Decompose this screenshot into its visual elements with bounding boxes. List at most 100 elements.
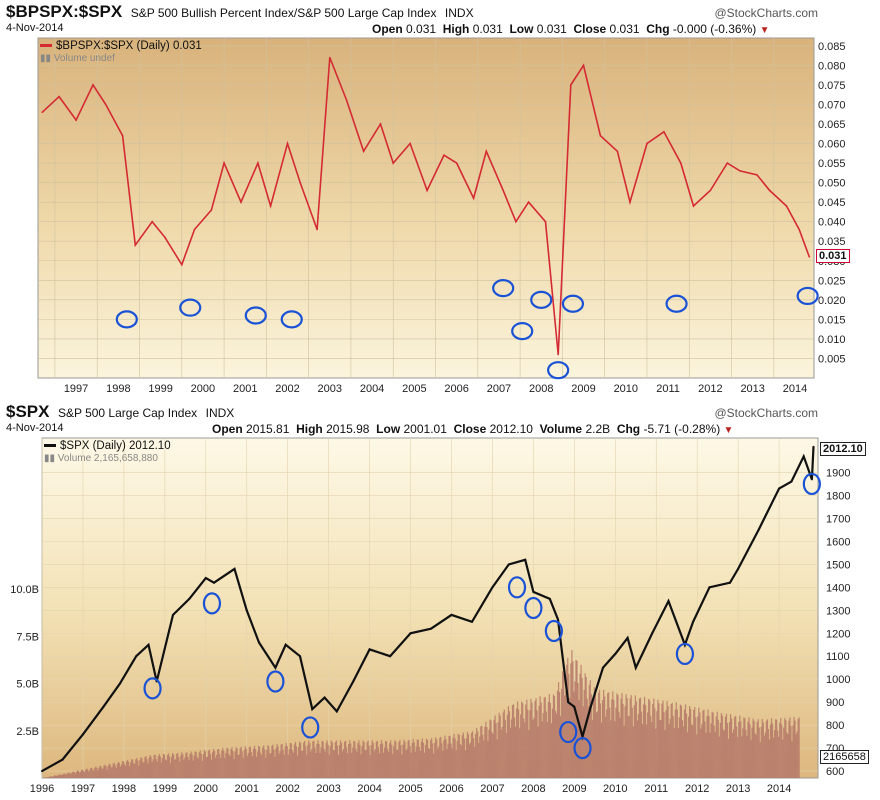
marked-point-circle	[202, 592, 222, 615]
top-y-tick-label: 0.005	[818, 353, 846, 365]
volume-bar	[111, 766, 113, 778]
volume-bar	[152, 759, 154, 778]
ratio-data-point	[629, 201, 631, 203]
volume-bar	[422, 742, 425, 778]
volume-bar	[208, 749, 211, 778]
volume-bar	[563, 673, 565, 778]
top-chart: 0.0050.0100.0150.0200.0250.0300.0350.040…	[37, 37, 846, 395]
volume-bar	[106, 769, 108, 778]
volume-bar	[381, 743, 384, 778]
volume-bar	[445, 739, 447, 778]
volume-bar	[59, 774, 61, 778]
bottom-x-tick-label: 2007	[480, 783, 504, 795]
volume-bar	[785, 720, 787, 778]
bottom-y-tick-label: 1200	[826, 628, 850, 640]
volume-bar	[733, 729, 735, 778]
spx-data-point	[812, 445, 815, 448]
volume-bar	[699, 712, 701, 778]
volume-bar	[243, 750, 245, 778]
volume-bar	[395, 741, 397, 778]
bottom-x-tick-label: 2013	[726, 783, 750, 795]
volume-bar	[62, 773, 64, 778]
volume-bar	[173, 754, 175, 778]
ratio-swatch	[40, 44, 52, 48]
volume-bar	[301, 750, 303, 778]
bottom-price-box: 2012.10	[820, 442, 866, 456]
volume-bar	[352, 747, 354, 778]
volume-bar	[644, 704, 647, 778]
volume-bar	[548, 694, 550, 778]
volume-bar	[271, 746, 273, 778]
volume-bar	[135, 759, 137, 778]
spx-data-point	[589, 705, 592, 708]
volume-bar	[311, 748, 313, 778]
volume-bar	[407, 740, 409, 778]
spx-data-point	[147, 643, 150, 646]
volume-bar	[612, 691, 614, 778]
volume-bar	[798, 717, 800, 778]
volume-bar	[793, 717, 795, 778]
volume-bar	[72, 771, 74, 778]
volume-bar	[439, 738, 441, 778]
top-legend: $BPSPX:$SPX (Daily) 0.031 ▮▮ Volume unde…	[40, 40, 202, 64]
top-x-tick-label: 2002	[275, 383, 299, 395]
volume-bar	[474, 746, 476, 778]
top-panel: $BPSPX:$SPX S&P 500 Bullish Percent Inde…	[6, 2, 850, 395]
volume-bar	[598, 689, 601, 778]
volume-bar	[526, 699, 528, 778]
volume-bar	[469, 742, 472, 778]
spx-data-point	[737, 567, 740, 570]
volume-bar	[227, 748, 229, 778]
volume-bar	[285, 742, 287, 778]
volume-bar	[754, 733, 756, 778]
volume-bar	[661, 703, 663, 778]
volume-bar	[225, 752, 227, 778]
top-x-tick-label: 1998	[106, 383, 130, 395]
volume-bar	[735, 715, 737, 778]
volume-bar	[305, 746, 307, 778]
marked-point-circle	[573, 737, 592, 760]
volume-bar	[539, 696, 541, 778]
volume-bar	[769, 724, 772, 778]
volume-bar	[662, 700, 664, 778]
bottom-x-tick-label: 2011	[644, 783, 668, 795]
volume-bar	[456, 740, 458, 778]
volume-bar	[604, 696, 606, 778]
volume-bar	[244, 746, 246, 778]
ratio-data-point	[299, 181, 301, 184]
bottom-x-tick-label: 1999	[153, 783, 177, 795]
volume-bar	[652, 703, 654, 778]
volume-bar	[567, 657, 569, 778]
volume-bar	[76, 770, 79, 778]
volume-bar	[326, 740, 328, 778]
volume-bar	[781, 724, 783, 778]
volume-bar	[49, 776, 51, 778]
volume-bar	[251, 756, 254, 778]
volume-bar	[279, 751, 281, 778]
marked-point-circle	[524, 596, 543, 620]
volume-bar	[545, 711, 547, 778]
volume-bar	[676, 709, 678, 778]
volume-bar	[154, 754, 156, 778]
volume-bar	[616, 693, 618, 778]
ratio-data-point	[515, 220, 517, 223]
volume-bar	[690, 708, 692, 778]
volume-bar	[218, 748, 220, 778]
volume-bar	[314, 747, 316, 778]
ratio-data-point	[104, 103, 107, 106]
volume-bar	[560, 715, 562, 778]
volume-bar	[450, 743, 452, 778]
volume-bar	[74, 773, 76, 778]
ratio-data-point	[193, 228, 196, 231]
ratio-data-point	[41, 111, 44, 114]
volume-bar	[518, 709, 520, 778]
spx-data-point	[524, 558, 527, 561]
marked-point-circle	[143, 677, 162, 700]
volume-bar	[56, 775, 58, 778]
top-brand: @StockCharts.com	[714, 6, 818, 20]
volume-bar	[512, 704, 515, 778]
volume-bar	[753, 720, 755, 778]
volume-bar	[347, 753, 349, 778]
marked-low-circle	[511, 322, 534, 341]
volume-bar	[286, 746, 288, 778]
